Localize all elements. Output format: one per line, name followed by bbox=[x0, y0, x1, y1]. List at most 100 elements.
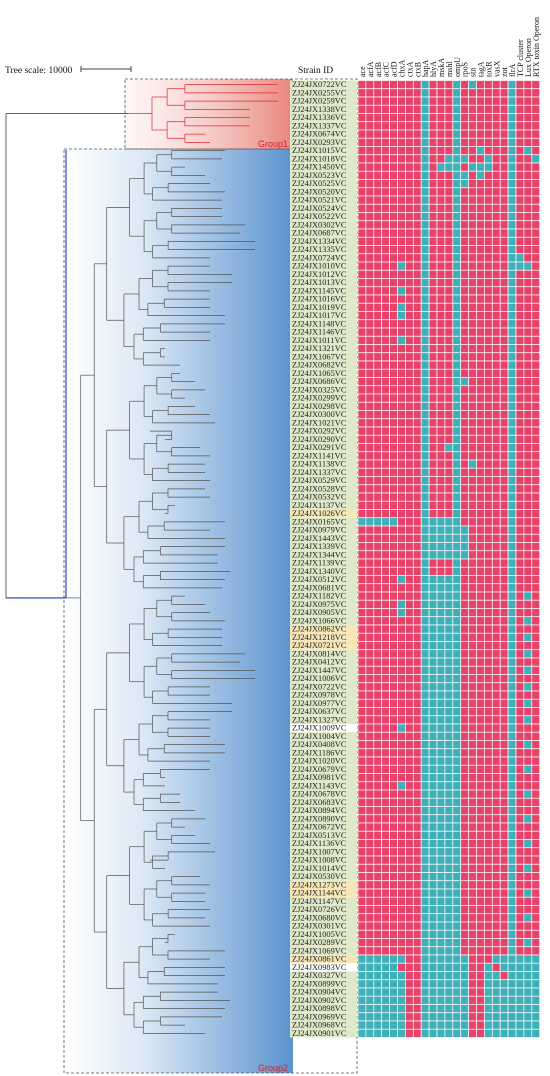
strain-cell-bg bbox=[290, 295, 357, 304]
heatmap-cell bbox=[397, 905, 406, 915]
heatmap-cell bbox=[452, 212, 462, 222]
heatmap-cell bbox=[507, 814, 517, 824]
heatmap-cell bbox=[507, 500, 517, 510]
heatmap-cell bbox=[405, 80, 414, 90]
heatmap-cell bbox=[373, 731, 383, 741]
heatmap-cell bbox=[357, 987, 367, 997]
heatmap-cell bbox=[373, 1020, 383, 1030]
heatmap-cell bbox=[436, 286, 446, 296]
heatmap-cell bbox=[428, 121, 438, 131]
heatmap-cell bbox=[357, 327, 367, 337]
heatmap-cell bbox=[389, 154, 398, 164]
heatmap-cell bbox=[405, 319, 414, 329]
heatmap-cell bbox=[499, 608, 509, 618]
heatmap-cell bbox=[397, 236, 406, 246]
heatmap-cell bbox=[389, 467, 398, 477]
strain-id-label: ZJ24JX1145VC bbox=[292, 286, 347, 295]
heatmap-cell bbox=[373, 764, 383, 774]
heatmap-cell bbox=[357, 509, 367, 519]
heatmap-cell bbox=[381, 418, 390, 428]
heatmap-cell bbox=[357, 96, 367, 106]
heatmap-cell bbox=[381, 344, 390, 354]
heatmap-cell bbox=[412, 360, 422, 370]
heatmap-cell bbox=[499, 385, 509, 395]
heatmap-cell bbox=[397, 962, 406, 972]
heatmap-cell bbox=[484, 228, 493, 238]
heatmap-cell bbox=[405, 170, 414, 180]
heatmap-cell bbox=[389, 88, 398, 98]
heatmap-cell bbox=[381, 608, 390, 618]
heatmap-cell bbox=[357, 855, 367, 865]
heatmap-cell bbox=[491, 789, 501, 799]
heatmap-cell bbox=[412, 203, 422, 213]
heatmap-cell bbox=[460, 302, 469, 312]
heatmap-cell bbox=[468, 855, 477, 865]
heatmap-cell bbox=[405, 1028, 414, 1038]
heatmap-cell bbox=[397, 599, 406, 609]
heatmap-cell bbox=[491, 302, 501, 312]
heatmap-cell bbox=[507, 517, 517, 527]
heatmap-cell bbox=[523, 649, 533, 659]
heatmap-cell bbox=[381, 525, 390, 535]
heatmap-cell bbox=[381, 377, 390, 387]
strain-cell-bg bbox=[290, 410, 357, 419]
heatmap-cell bbox=[468, 896, 477, 906]
heatmap-cell bbox=[515, 203, 525, 213]
group1-background bbox=[125, 79, 293, 149]
strain-cell-bg bbox=[290, 517, 357, 526]
strain-id-label: ZJ24JX1005VC bbox=[292, 930, 347, 939]
heatmap-cell bbox=[373, 278, 383, 288]
heatmap-cell bbox=[436, 187, 446, 197]
strain-cell-bg bbox=[290, 847, 357, 856]
heatmap-cell bbox=[373, 599, 383, 609]
heatmap-cell bbox=[428, 962, 438, 972]
heatmap-cell bbox=[436, 476, 446, 486]
heatmap-cell bbox=[405, 368, 414, 378]
heatmap-cell bbox=[381, 129, 390, 139]
heatmap-cell bbox=[397, 764, 406, 774]
heatmap-cell bbox=[412, 269, 422, 279]
heatmap-cell bbox=[515, 839, 525, 849]
heatmap-cell bbox=[428, 368, 438, 378]
heatmap-cell bbox=[373, 756, 383, 766]
heatmap-cell bbox=[523, 550, 533, 560]
heatmap-cell bbox=[507, 476, 517, 486]
heatmap-cell bbox=[452, 467, 462, 477]
heatmap-cell bbox=[381, 962, 390, 972]
heatmap-cell bbox=[405, 583, 414, 593]
heatmap-cell bbox=[531, 995, 541, 1005]
heatmap-cell bbox=[531, 888, 541, 898]
strain-cell-bg bbox=[290, 971, 357, 980]
heatmap-cell bbox=[484, 863, 493, 873]
heatmap-cell bbox=[484, 558, 493, 568]
heatmap-cell bbox=[499, 335, 509, 345]
heatmap-cell bbox=[389, 443, 398, 453]
heatmap-cell bbox=[523, 1028, 533, 1038]
heatmap-cell bbox=[507, 880, 517, 890]
heatmap-cell bbox=[428, 393, 438, 403]
strain-cell-bg bbox=[290, 237, 357, 246]
heatmap-cell bbox=[531, 863, 541, 873]
heatmap-cell bbox=[468, 657, 477, 667]
heatmap-cell bbox=[428, 599, 438, 609]
heatmap-cell bbox=[365, 971, 375, 981]
strain-cell-bg bbox=[290, 88, 357, 97]
heatmap-cell bbox=[389, 418, 398, 428]
heatmap-cell bbox=[523, 806, 533, 816]
heatmap-cell bbox=[357, 872, 367, 882]
heatmap-cell bbox=[452, 492, 462, 502]
heatmap-cell bbox=[357, 484, 367, 494]
heatmap-cell bbox=[523, 533, 533, 543]
strain-cell-bg bbox=[290, 831, 357, 840]
heatmap-cell bbox=[515, 228, 525, 238]
strain-cell-bg bbox=[290, 253, 357, 262]
heatmap-cell bbox=[412, 401, 422, 411]
heatmap-cell bbox=[476, 896, 485, 906]
heatmap-cell bbox=[365, 410, 375, 420]
heatmap-cell bbox=[373, 583, 383, 593]
heatmap-cell bbox=[468, 954, 477, 964]
heatmap-cell bbox=[499, 698, 509, 708]
heatmap-cell bbox=[436, 319, 446, 329]
heatmap-cell bbox=[397, 451, 406, 461]
heatmap-cell bbox=[491, 624, 501, 634]
